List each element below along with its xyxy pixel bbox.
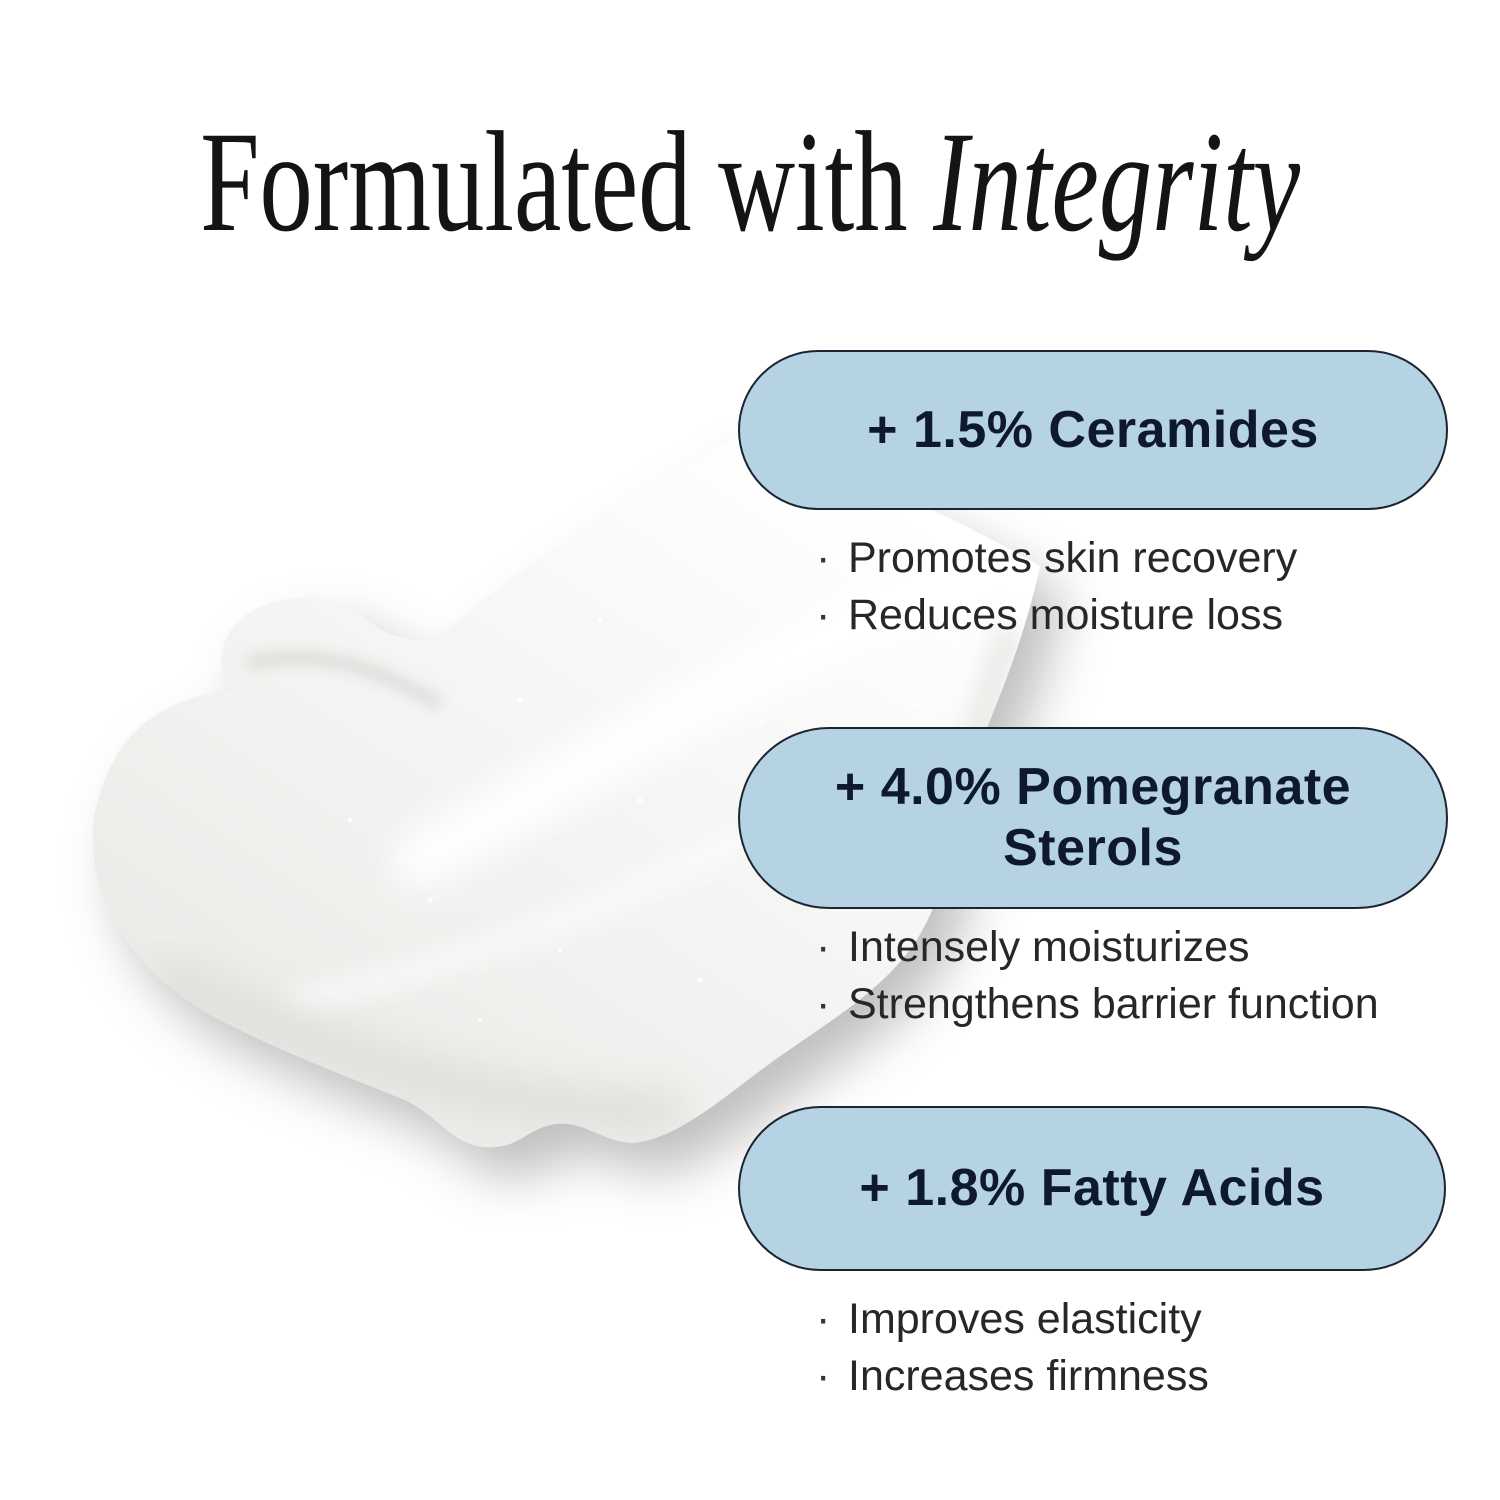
benefit-list-pomegranate-sterols: · Intensely moisturizes · Strengthens ba… [816, 919, 1379, 1033]
title-regular-text: Formulated with [200, 103, 908, 262]
benefit-text: Increases firmness [848, 1352, 1209, 1400]
benefit-item: · Increases firmness [816, 1348, 1209, 1405]
bullet-dot-icon: · [816, 923, 831, 971]
benefit-item: · Intensely moisturizes [816, 919, 1379, 976]
pill-label: + 1.5% Ceramides [867, 400, 1319, 459]
pill-label: + 4.0% Pomegranate Sterols [834, 758, 1352, 877]
pill-label: + 1.8% Fatty Acids [859, 1159, 1325, 1218]
bullet-dot-icon: · [816, 591, 831, 639]
benefit-item: · Reduces moisture loss [816, 587, 1297, 644]
benefit-text: Improves elasticity [848, 1295, 1202, 1343]
ingredient-pill-fatty-acids: + 1.8% Fatty Acids [738, 1106, 1446, 1271]
benefit-list-fatty-acids: · Improves elasticity · Increases firmne… [816, 1291, 1209, 1405]
benefit-item: · Promotes skin recovery [816, 530, 1297, 587]
bullet-dot-icon: · [816, 1295, 831, 1343]
benefit-item: · Improves elasticity [816, 1291, 1209, 1348]
benefit-item: · Strengthens barrier function [816, 976, 1379, 1033]
benefit-text: Strengthens barrier function [848, 980, 1379, 1028]
ingredient-pill-pomegranate-sterols: + 4.0% Pomegranate Sterols [738, 727, 1448, 909]
benefit-text: Reduces moisture loss [848, 591, 1283, 639]
title-line: Formulated with Integrity [200, 103, 1300, 262]
bullet-dot-icon: · [816, 534, 831, 582]
title-italic-text: Integrity [932, 103, 1300, 262]
benefit-text: Promotes skin recovery [848, 534, 1298, 582]
ingredient-pill-ceramides: + 1.5% Ceramides [738, 350, 1448, 510]
bullet-dot-icon: · [816, 1352, 831, 1400]
benefit-list-ceramides: · Promotes skin recovery · Reduces moist… [816, 530, 1297, 644]
bullet-dot-icon: · [816, 980, 831, 1028]
benefit-text: Intensely moisturizes [848, 923, 1250, 971]
page-title: Formulated with Integrity [0, 103, 1500, 262]
